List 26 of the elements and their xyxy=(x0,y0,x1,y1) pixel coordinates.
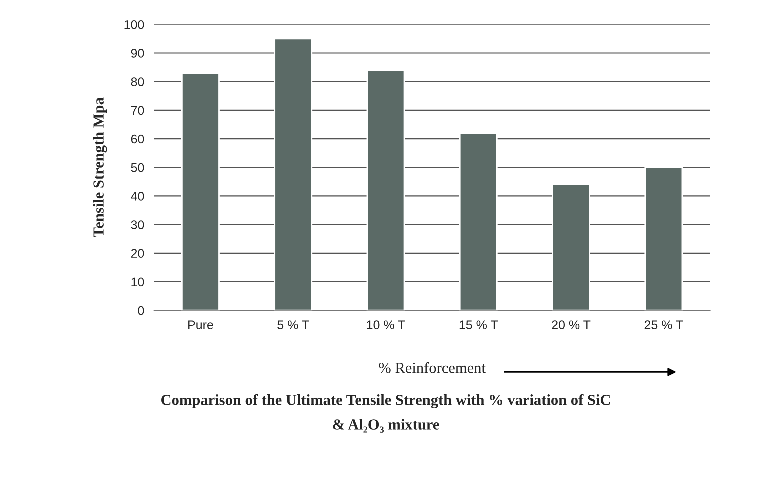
x-tick-label: 25 % T xyxy=(644,320,684,330)
y-tick-label: 60 xyxy=(131,134,144,144)
y-tick-label: 20 xyxy=(131,249,144,258)
x-tick-label: 5 % T xyxy=(278,320,310,330)
x-axis-title: % Reinforcement xyxy=(379,362,486,374)
y-tick-label: 80 xyxy=(131,78,144,86)
bar xyxy=(644,166,684,311)
y-tick-label: 30 xyxy=(131,220,144,230)
y-tick-label: 0 xyxy=(138,306,144,316)
bar xyxy=(552,184,591,311)
x-tick-label: 20 % T xyxy=(552,320,591,330)
x-tick-label: Pure xyxy=(188,320,214,330)
bar xyxy=(181,72,220,311)
bar xyxy=(366,70,406,311)
y-tick-label: 70 xyxy=(131,106,144,116)
x-tick-label: 10 % T xyxy=(367,320,406,330)
y-tick-label: 100 xyxy=(124,20,144,30)
text: Comparison of the Ultimate Tensile Strength with % variation of SiC & Al₂O₃ mixture xyxy=(162,394,610,433)
y-tick-label: 90 xyxy=(131,49,144,58)
bar xyxy=(274,38,313,311)
bar xyxy=(459,132,498,311)
y-tick-label: 10 xyxy=(132,278,144,287)
y-tick-label: 50 xyxy=(131,163,144,172)
y-tick-label: 40 xyxy=(131,192,144,201)
y-axis-title: Tensile Strength Mpa xyxy=(93,98,108,238)
x-tick-label: 15 % T xyxy=(460,320,498,330)
